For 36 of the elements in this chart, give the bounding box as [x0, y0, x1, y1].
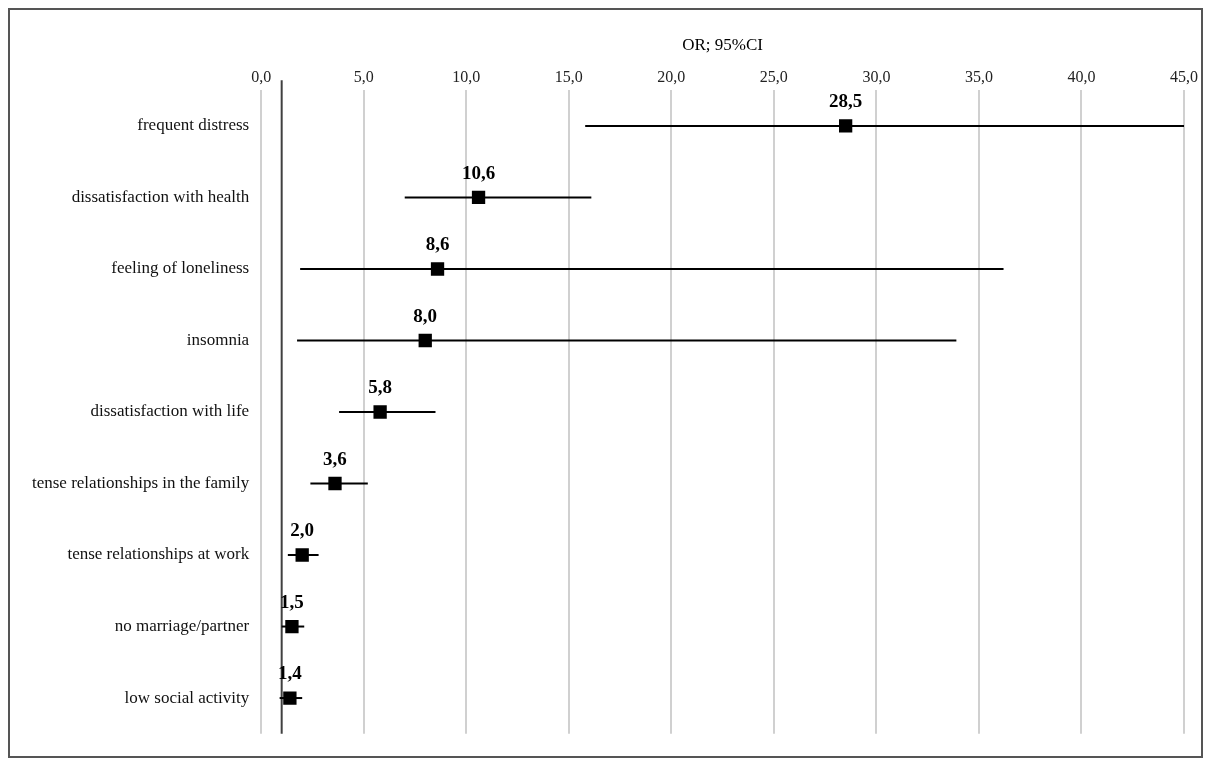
data-label: 10,6	[461, 161, 496, 183]
y-tick-label: tense relationships in the family	[31, 472, 250, 492]
y-tick-label: insomnia	[186, 329, 250, 349]
data-label: 5,8	[368, 376, 392, 398]
y-tick-label: no marriage/partner	[114, 616, 250, 635]
point	[295, 548, 309, 562]
x-tick-label: 45,0	[1170, 67, 1198, 85]
point	[373, 405, 387, 419]
x-tick-label: 35,0	[964, 67, 993, 85]
point	[285, 619, 299, 634]
point	[418, 333, 432, 348]
x-tick-label: 20,0	[657, 67, 686, 85]
x-tick-label: 30,0	[862, 67, 891, 85]
y-tick-label: frequent distress	[137, 115, 250, 135]
data-label: 2,0	[290, 519, 315, 541]
x-tick-label: 25,0	[759, 67, 788, 85]
y-tick-label: dissatisfaction with life	[90, 401, 250, 421]
y-tick-label: dissatisfaction with health	[71, 186, 250, 206]
y-tick-label: low social activity	[124, 687, 250, 707]
point	[283, 691, 297, 705]
point	[328, 476, 342, 491]
x-tick-label: 0,0	[251, 67, 272, 85]
y-tick-label: feeling of loneliness	[111, 258, 250, 278]
point	[471, 190, 486, 205]
point	[430, 262, 445, 276]
x-axis-title: OR; 95%CI	[682, 35, 764, 55]
y-tick-label: tense relationships at work	[67, 544, 250, 564]
point	[838, 119, 853, 133]
x-tick-label: 15,0	[554, 67, 583, 85]
data-label: 3,6	[323, 447, 347, 469]
x-tick-label: 5,0	[353, 67, 374, 85]
data-label: 28,5	[829, 90, 863, 112]
data-label: 8,6	[425, 233, 450, 255]
x-tick-label: 10,0	[452, 67, 481, 85]
data-label: 8,0	[413, 304, 438, 326]
x-tick-label: 40,0	[1067, 67, 1096, 85]
